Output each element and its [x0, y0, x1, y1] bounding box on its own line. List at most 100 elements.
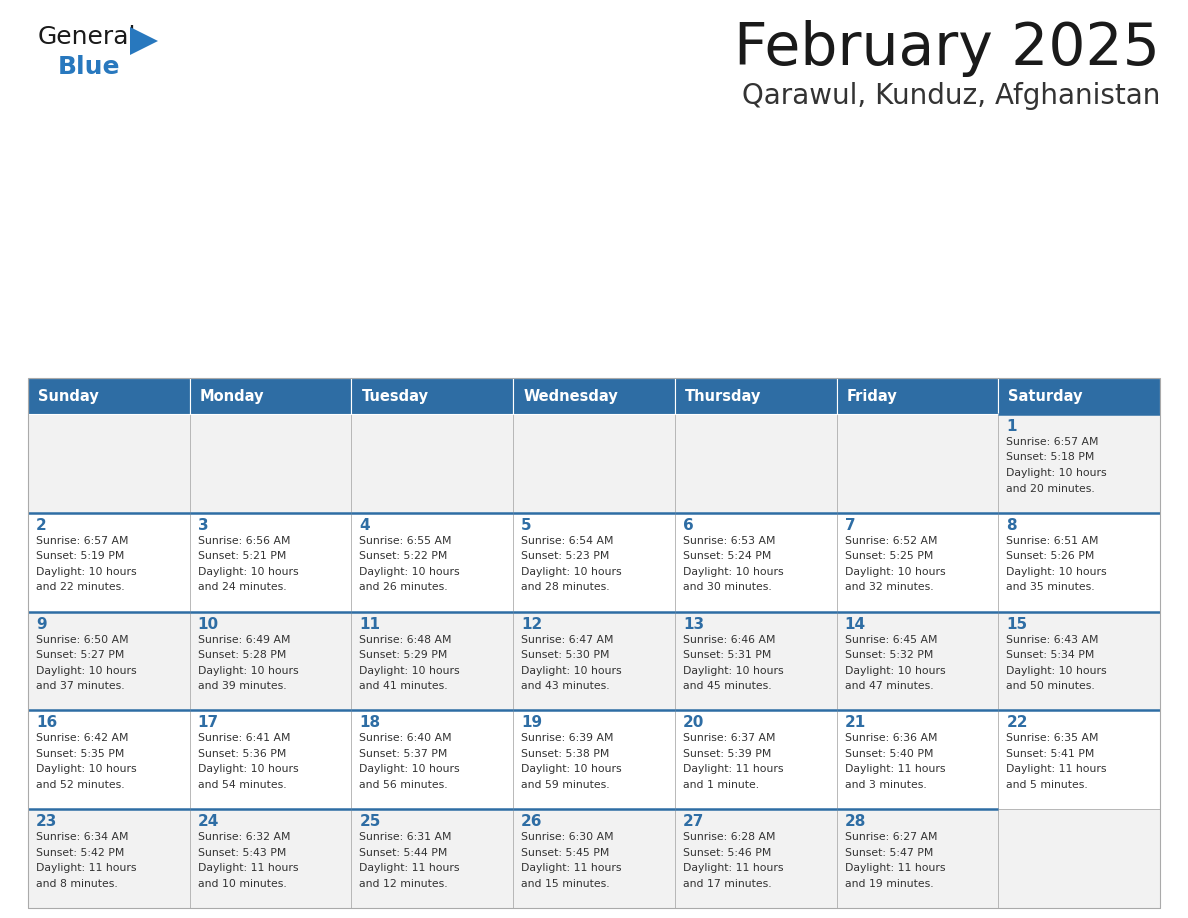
Text: Sunrise: 6:36 AM: Sunrise: 6:36 AM	[845, 733, 937, 744]
Text: and 20 minutes.: and 20 minutes.	[1006, 484, 1095, 494]
Text: Sunrise: 6:47 AM: Sunrise: 6:47 AM	[522, 634, 614, 644]
Text: and 17 minutes.: and 17 minutes.	[683, 879, 771, 889]
Bar	[29, 414, 190, 513]
Bar	[836, 809, 998, 908]
Bar	[29, 809, 190, 908]
Text: Sunset: 5:38 PM: Sunset: 5:38 PM	[522, 749, 609, 759]
Text: Daylight: 10 hours: Daylight: 10 hours	[683, 566, 783, 577]
Text: 2: 2	[36, 518, 46, 532]
Text: Sunset: 5:18 PM: Sunset: 5:18 PM	[1006, 453, 1094, 463]
Text: Sunrise: 6:42 AM: Sunrise: 6:42 AM	[36, 733, 128, 744]
Text: 13: 13	[683, 617, 704, 632]
Text: Sunrise: 6:46 AM: Sunrise: 6:46 AM	[683, 634, 776, 644]
Text: Sunset: 5:30 PM: Sunset: 5:30 PM	[522, 650, 609, 660]
Text: 27: 27	[683, 814, 704, 829]
Text: and 24 minutes.: and 24 minutes.	[197, 582, 286, 592]
Text: Daylight: 11 hours: Daylight: 11 hours	[845, 863, 946, 873]
Text: Monday: Monday	[200, 388, 264, 404]
Text: 11: 11	[360, 617, 380, 632]
Text: Sunrise: 6:30 AM: Sunrise: 6:30 AM	[522, 833, 614, 842]
Text: General: General	[38, 25, 137, 49]
Text: Sunrise: 6:51 AM: Sunrise: 6:51 AM	[1006, 536, 1099, 546]
Text: Daylight: 11 hours: Daylight: 11 hours	[1006, 765, 1107, 775]
Bar	[29, 378, 1159, 908]
Text: Sunset: 5:45 PM: Sunset: 5:45 PM	[522, 847, 609, 857]
Text: Sunrise: 6:40 AM: Sunrise: 6:40 AM	[360, 733, 453, 744]
Bar	[836, 611, 998, 711]
Text: 12: 12	[522, 617, 543, 632]
Text: Sunset: 5:44 PM: Sunset: 5:44 PM	[360, 847, 448, 857]
Text: Daylight: 11 hours: Daylight: 11 hours	[683, 863, 783, 873]
Bar	[29, 513, 190, 611]
Text: and 32 minutes.: and 32 minutes.	[845, 582, 934, 592]
Text: Sunset: 5:41 PM: Sunset: 5:41 PM	[1006, 749, 1094, 759]
Bar	[998, 414, 1159, 513]
Bar	[513, 513, 675, 611]
Text: Friday: Friday	[847, 388, 897, 404]
Text: 18: 18	[360, 715, 380, 731]
Text: Daylight: 11 hours: Daylight: 11 hours	[36, 863, 137, 873]
Bar	[836, 711, 998, 809]
Text: Sunset: 5:23 PM: Sunset: 5:23 PM	[522, 552, 609, 561]
Text: Daylight: 11 hours: Daylight: 11 hours	[360, 863, 460, 873]
Text: 4: 4	[360, 518, 369, 532]
Text: 16: 16	[36, 715, 57, 731]
Text: Sunrise: 6:41 AM: Sunrise: 6:41 AM	[197, 733, 290, 744]
Text: 24: 24	[197, 814, 219, 829]
Bar	[675, 513, 836, 611]
Text: and 8 minutes.: and 8 minutes.	[36, 879, 118, 889]
Text: and 10 minutes.: and 10 minutes.	[197, 879, 286, 889]
Text: Sunset: 5:27 PM: Sunset: 5:27 PM	[36, 650, 125, 660]
Text: and 1 minute.: and 1 minute.	[683, 780, 759, 789]
Text: Sunset: 5:29 PM: Sunset: 5:29 PM	[360, 650, 448, 660]
Text: Sunset: 5:34 PM: Sunset: 5:34 PM	[1006, 650, 1094, 660]
Text: 21: 21	[845, 715, 866, 731]
Bar	[352, 414, 513, 513]
Text: Sunset: 5:22 PM: Sunset: 5:22 PM	[360, 552, 448, 561]
Text: Sunrise: 6:52 AM: Sunrise: 6:52 AM	[845, 536, 937, 546]
Bar	[29, 611, 190, 711]
Bar	[190, 378, 352, 414]
Text: and 56 minutes.: and 56 minutes.	[360, 780, 448, 789]
Text: Daylight: 10 hours: Daylight: 10 hours	[683, 666, 783, 676]
Text: Sunset: 5:19 PM: Sunset: 5:19 PM	[36, 552, 125, 561]
Text: Sunset: 5:21 PM: Sunset: 5:21 PM	[197, 552, 286, 561]
Text: and 3 minutes.: and 3 minutes.	[845, 780, 927, 789]
Text: Sunset: 5:37 PM: Sunset: 5:37 PM	[360, 749, 448, 759]
Bar	[513, 414, 675, 513]
Text: Blue: Blue	[58, 55, 120, 79]
Text: Daylight: 10 hours: Daylight: 10 hours	[360, 566, 460, 577]
Text: and 59 minutes.: and 59 minutes.	[522, 780, 609, 789]
Text: Daylight: 10 hours: Daylight: 10 hours	[360, 666, 460, 676]
Text: Sunset: 5:24 PM: Sunset: 5:24 PM	[683, 552, 771, 561]
Text: Sunday: Sunday	[38, 388, 99, 404]
Text: Daylight: 10 hours: Daylight: 10 hours	[197, 666, 298, 676]
Text: Daylight: 10 hours: Daylight: 10 hours	[1006, 566, 1107, 577]
Text: Sunset: 5:35 PM: Sunset: 5:35 PM	[36, 749, 125, 759]
Text: and 35 minutes.: and 35 minutes.	[1006, 582, 1095, 592]
Text: and 54 minutes.: and 54 minutes.	[197, 780, 286, 789]
Bar	[675, 414, 836, 513]
Text: and 26 minutes.: and 26 minutes.	[360, 582, 448, 592]
Bar	[352, 809, 513, 908]
Text: Daylight: 10 hours: Daylight: 10 hours	[197, 765, 298, 775]
Text: 3: 3	[197, 518, 208, 532]
Text: Sunrise: 6:34 AM: Sunrise: 6:34 AM	[36, 833, 128, 842]
Text: Daylight: 10 hours: Daylight: 10 hours	[1006, 468, 1107, 478]
Text: Sunrise: 6:31 AM: Sunrise: 6:31 AM	[360, 833, 451, 842]
Text: Daylight: 11 hours: Daylight: 11 hours	[522, 863, 621, 873]
Bar	[190, 711, 352, 809]
Bar	[352, 378, 513, 414]
Text: and 39 minutes.: and 39 minutes.	[197, 681, 286, 691]
Text: Sunset: 5:39 PM: Sunset: 5:39 PM	[683, 749, 771, 759]
Bar	[998, 611, 1159, 711]
Text: 5: 5	[522, 518, 532, 532]
Bar	[998, 711, 1159, 809]
Text: Sunset: 5:31 PM: Sunset: 5:31 PM	[683, 650, 771, 660]
Text: and 12 minutes.: and 12 minutes.	[360, 879, 448, 889]
Text: 9: 9	[36, 617, 46, 632]
Text: 6: 6	[683, 518, 694, 532]
Text: and 41 minutes.: and 41 minutes.	[360, 681, 448, 691]
Text: Sunset: 5:43 PM: Sunset: 5:43 PM	[197, 847, 286, 857]
Bar	[352, 711, 513, 809]
